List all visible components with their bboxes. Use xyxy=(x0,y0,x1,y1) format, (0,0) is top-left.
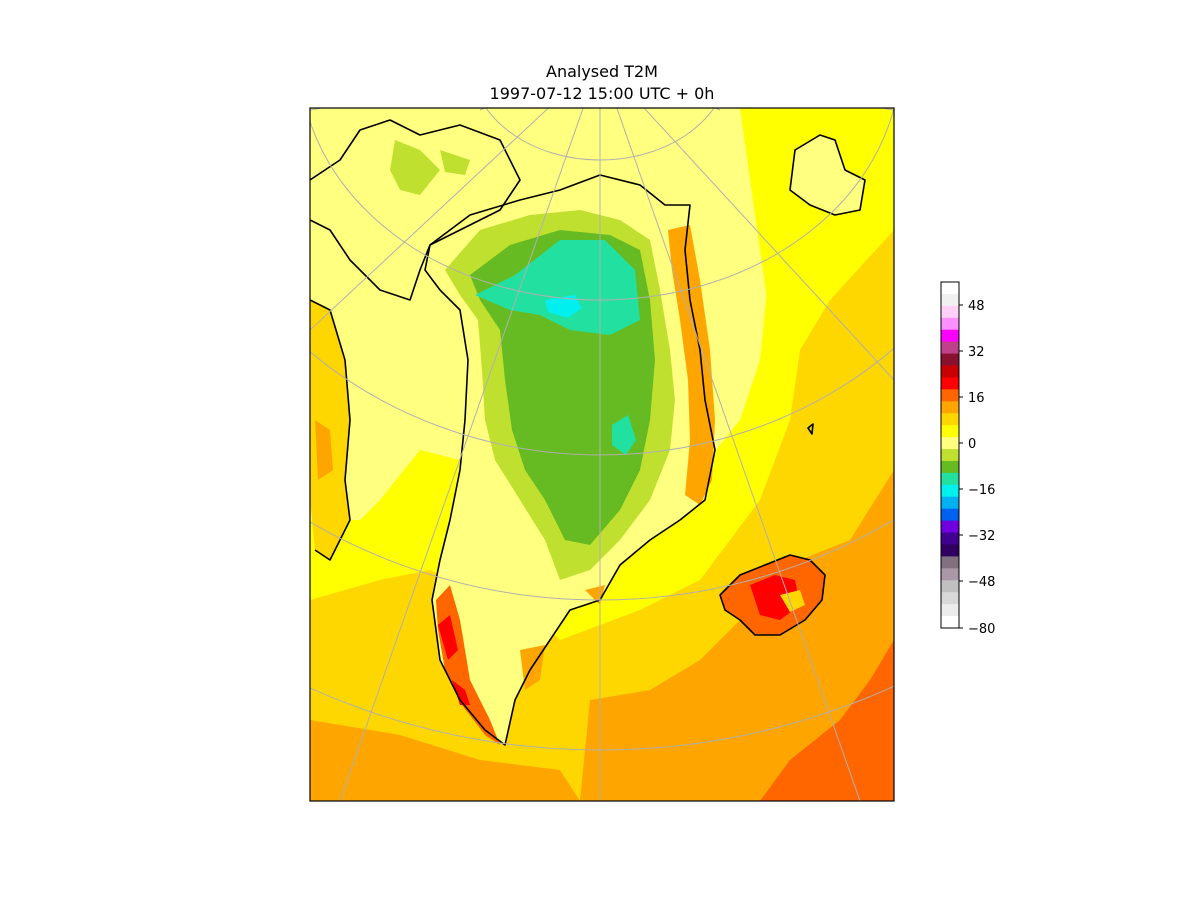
colorbar-band xyxy=(941,592,959,605)
iceland-landmass xyxy=(720,555,825,635)
colorbar-tick-label: 16 xyxy=(968,391,985,406)
colorbar: 48 32 16 0 −16 −32 −48 −80 xyxy=(940,281,995,637)
colorbar-tick-label: −32 xyxy=(968,529,995,544)
colorbar-band xyxy=(941,460,959,474)
chart-title: Analysed T2M xyxy=(546,62,658,81)
colorbar-band xyxy=(941,389,959,402)
colorbar-band xyxy=(941,604,959,617)
colorbar-frame xyxy=(940,281,960,629)
colorbar-band xyxy=(941,282,959,295)
colorbar-band xyxy=(941,472,959,486)
colorbar-tick-label: −80 xyxy=(968,622,995,637)
colorbar-band xyxy=(941,341,959,355)
colorbar-band xyxy=(941,484,959,498)
colorbar-band xyxy=(941,520,959,534)
map-frame xyxy=(309,107,895,802)
southwest-sea-field xyxy=(310,720,580,801)
graticule xyxy=(310,108,894,801)
colorbar-band xyxy=(941,532,959,545)
colorbar-band xyxy=(941,305,959,319)
southeast-warm-field xyxy=(760,640,894,801)
colorbar-tick-label: −48 xyxy=(968,575,995,590)
colorbar-tick-label: 32 xyxy=(968,345,985,360)
colorbar-band xyxy=(941,496,959,510)
colorbar-band xyxy=(941,365,959,378)
colorbar-tick-label: 0 xyxy=(968,437,976,452)
map-field xyxy=(310,108,894,801)
canadian-arctic-landmass xyxy=(310,120,520,560)
colorbar-band xyxy=(941,580,959,593)
colorbar-band xyxy=(941,353,959,367)
colorbar-tick-label: −16 xyxy=(968,483,995,498)
colorbar-band xyxy=(941,413,959,426)
svalbard-landmass xyxy=(790,135,865,215)
colorbar-band xyxy=(941,449,959,462)
colorbar-band xyxy=(941,568,959,581)
colorbar-band xyxy=(941,437,959,450)
colorbar-bands xyxy=(941,282,959,629)
colorbar-band xyxy=(941,329,959,343)
colorbar-band xyxy=(941,544,959,557)
colorbar-band xyxy=(941,293,959,307)
colorbar-band xyxy=(941,508,959,522)
chart-subtitle: 1997-07-12 15:00 UTC + 0h xyxy=(489,84,715,103)
southern-sea-field xyxy=(580,470,894,801)
colorbar-band xyxy=(941,425,959,438)
fram-strait-field xyxy=(740,108,894,350)
colorbar-band xyxy=(941,401,959,414)
colorbar-band xyxy=(941,556,959,569)
colorbar-band xyxy=(941,616,959,629)
colorbar-band xyxy=(941,317,959,331)
colorbar-band xyxy=(941,377,959,390)
coastlines xyxy=(310,119,866,746)
colorbar-ticks: 48 32 16 0 −16 −32 −48 −80 xyxy=(959,299,995,637)
greenland-landmass xyxy=(425,175,715,745)
colorbar-tick-label: 48 xyxy=(968,299,985,314)
